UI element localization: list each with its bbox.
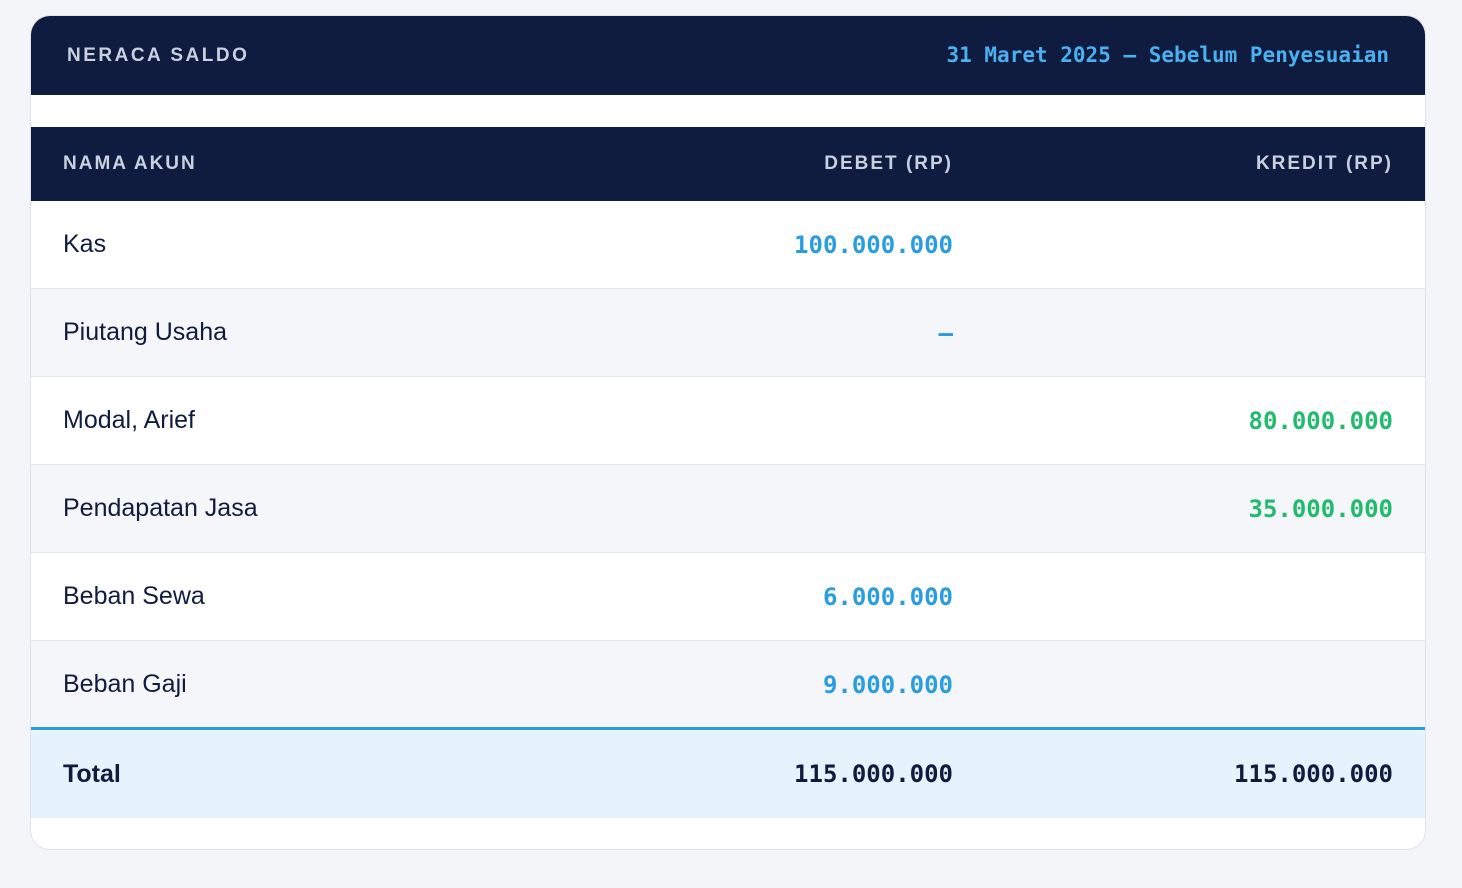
account-name: Piutang Usaha (63, 318, 228, 346)
debit-amount: 100.000.000 (794, 230, 953, 259)
table-row: Kas 100.000.000 (31, 201, 1425, 289)
total-debit: 115.000.000 (794, 760, 953, 788)
account-name: Modal, Arief (63, 406, 196, 434)
table-row: Beban Gaji 9.000.000 (31, 641, 1425, 729)
debit-amount: 6.000.000 (822, 582, 953, 611)
account-name: Beban Sewa (63, 582, 205, 610)
title: NERACA SALDO (67, 45, 250, 66)
total-credit: 115.000.000 (1234, 760, 1393, 788)
column-header: KREDIT (RP) (1255, 153, 1393, 174)
table-row: Piutang Usaha — (31, 289, 1425, 377)
trial-balance-card: NERACA SALDO 31 Maret 2025 — Sebelum Pen… (30, 15, 1426, 850)
debit-amount: — (938, 318, 953, 347)
account-name: Pendapatan Jasa (63, 494, 258, 522)
subtitle: 31 Maret 2025 — Sebelum Penyesuaian (946, 43, 1389, 67)
total-label: Total (63, 759, 121, 788)
total-row: Total 115.000.000 115.000.000 (31, 727, 1425, 818)
account-name: Kas (63, 230, 107, 258)
credit-amount: 35.000.000 (1248, 494, 1394, 523)
column-header: NAMA AKUN (63, 153, 197, 174)
column-header: DEBET (RP) (824, 153, 953, 174)
account-name: Beban Gaji (63, 670, 187, 698)
table-row: Beban Sewa 6.000.000 (31, 553, 1425, 641)
debit-amount: 9.000.000 (822, 670, 953, 699)
table-row: Pendapatan Jasa 35.000.000 (31, 465, 1425, 553)
table-header: NAMA AKUN DEBET (RP) KREDIT (RP) (31, 127, 1425, 201)
table-row: Modal, Arief 80.000.000 (31, 377, 1425, 465)
card-header: NERACA SALDO 31 Maret 2025 — Sebelum Pen… (31, 16, 1425, 95)
credit-amount: 80.000.000 (1248, 406, 1394, 435)
